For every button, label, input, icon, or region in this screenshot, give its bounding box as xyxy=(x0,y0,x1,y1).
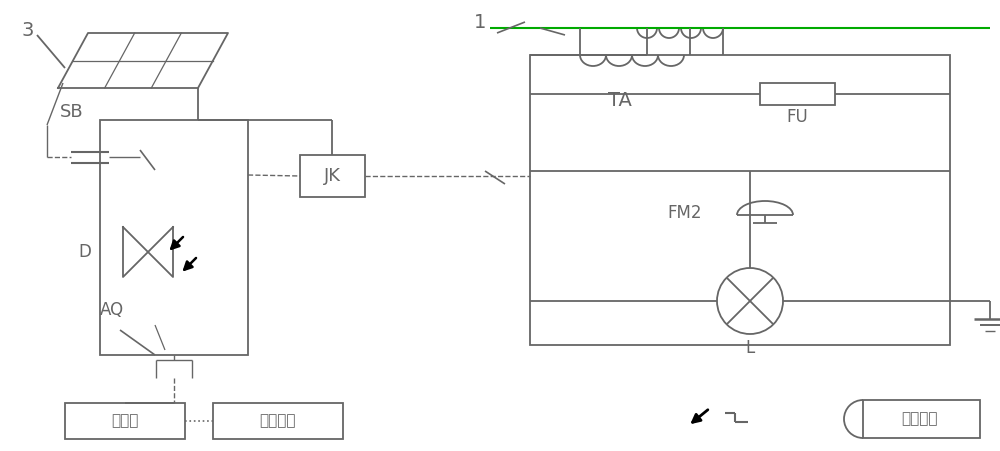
Text: 1: 1 xyxy=(474,13,486,32)
Text: TA: TA xyxy=(608,91,632,110)
Bar xyxy=(530,55,950,345)
Text: AQ: AQ xyxy=(100,301,124,319)
Bar xyxy=(213,403,343,439)
FancyBboxPatch shape xyxy=(863,400,980,438)
Text: 接收模块: 接收模块 xyxy=(260,414,296,428)
Text: L: L xyxy=(745,339,755,357)
Bar xyxy=(100,120,248,355)
Text: 3: 3 xyxy=(22,20,34,40)
Bar xyxy=(300,155,365,197)
Bar xyxy=(65,403,185,439)
Text: 发射模块: 发射模块 xyxy=(902,411,938,427)
Text: FM2: FM2 xyxy=(668,204,702,222)
Text: 控制器: 控制器 xyxy=(111,414,139,428)
Text: D: D xyxy=(79,243,91,261)
Text: FU: FU xyxy=(786,108,808,126)
Bar xyxy=(760,83,835,105)
Text: JK: JK xyxy=(324,167,340,185)
Text: SB: SB xyxy=(60,103,84,121)
